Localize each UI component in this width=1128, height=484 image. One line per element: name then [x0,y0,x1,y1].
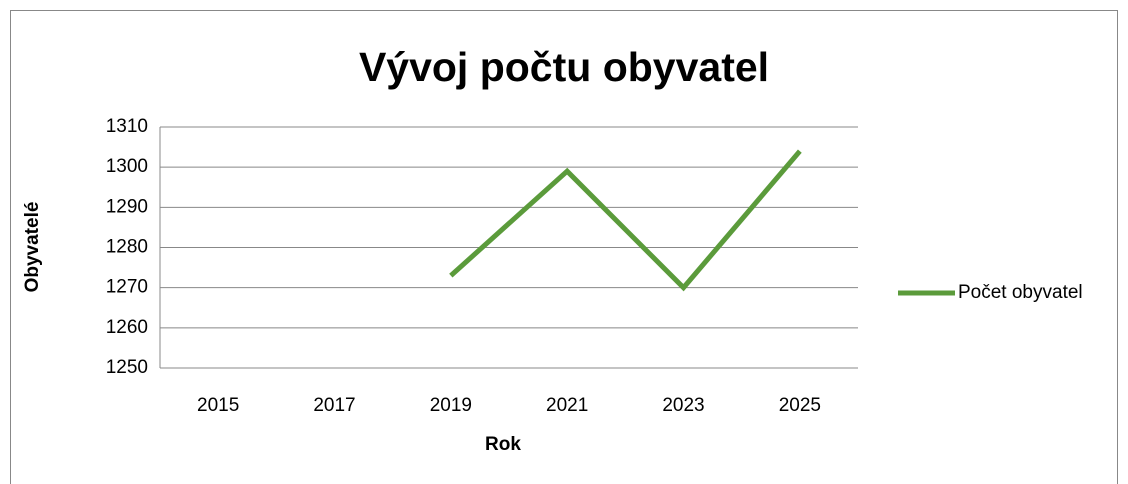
x-tick-label: 2025 [779,395,821,416]
x-tick-label: 2015 [197,395,239,416]
x-axis-label: Rok [485,434,521,455]
y-tick-label: 1270 [106,277,148,298]
legend-label: Počet obyvatel [958,282,1083,303]
data-line [449,149,802,292]
y-tick-label: 1260 [106,317,148,338]
y-tick-label: 1290 [106,196,148,217]
y-axis-label: Obyvatelé [22,202,43,293]
x-tick-label: 2017 [313,395,355,416]
x-tick-label: 2021 [546,395,588,416]
y-tick-label: 1280 [106,237,148,258]
x-tick-label: 2023 [662,395,704,416]
chart-title: Vývoj počtu obyvatel [359,44,769,90]
y-tick-label: 1310 [106,116,148,137]
y-tick-label: 1300 [106,156,148,177]
x-tick-label: 2019 [430,395,472,416]
y-tick-label: 1250 [106,357,148,378]
